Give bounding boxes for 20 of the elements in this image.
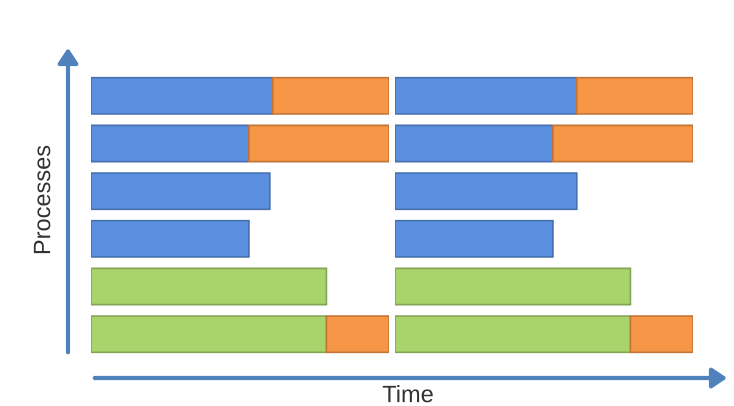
y-axis-title: Processes [34,146,50,254]
bar [91,315,328,354]
bar [91,268,328,306]
bar [395,76,578,115]
bar [552,124,693,162]
bar [395,124,554,162]
bar [395,315,632,354]
bar [91,172,271,210]
bar [91,124,250,162]
x-axis-title: Time [382,384,433,402]
bar [576,76,693,115]
bar [395,172,578,210]
bar [272,76,389,115]
bar [395,268,632,306]
bar [91,220,250,258]
bar [326,315,389,354]
bar [91,76,274,115]
bar [248,124,389,162]
bar [630,315,693,354]
bar [395,220,554,258]
